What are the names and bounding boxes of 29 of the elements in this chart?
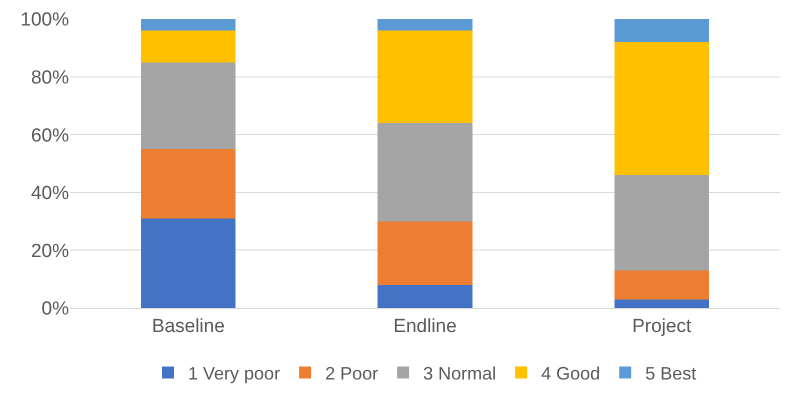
bar (378, 221, 472, 285)
bar (378, 284, 472, 308)
bar (141, 62, 236, 150)
bar (378, 19, 472, 31)
x-tick-label: Endline (393, 316, 457, 337)
y-tick-label: 100% (20, 10, 70, 31)
legend-label: 3 Normal (423, 363, 496, 384)
bar (614, 19, 709, 42)
bar (141, 218, 236, 308)
legend-label: 2 Poor (325, 363, 378, 384)
y-tick-label: 40% (30, 183, 70, 204)
bar (614, 299, 709, 308)
x-tick-label: Project (632, 316, 692, 337)
bar (141, 30, 236, 62)
bar (378, 30, 472, 124)
y-tick-label: 60% (30, 125, 70, 146)
legend-label: 1 Very poor (188, 363, 280, 384)
legend-label: 4 Good (541, 363, 600, 384)
y-tick-label: 20% (30, 240, 70, 262)
bar (614, 270, 709, 300)
y-tick-label: 0% (42, 298, 70, 320)
bar (614, 175, 709, 270)
bar (141, 149, 236, 218)
x-tick-label: Baseline (152, 316, 225, 337)
legend-label: 5 Best (645, 363, 696, 384)
bar (141, 19, 236, 31)
bar (614, 42, 709, 176)
bar (378, 123, 472, 222)
y-tick-label: 80% (30, 67, 70, 88)
